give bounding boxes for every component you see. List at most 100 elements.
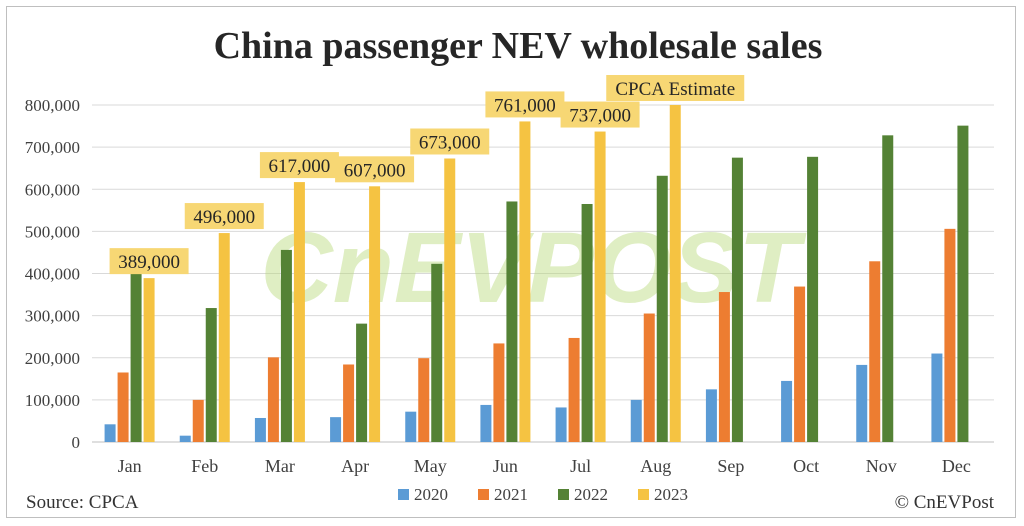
bar-2022-aug: [656, 175, 668, 442]
bar-2023-jul: [594, 131, 606, 442]
bar-2022-dec: [957, 125, 969, 443]
data-label-box: [259, 152, 339, 179]
data-label: 761,000: [494, 95, 556, 116]
data-label-box: [485, 91, 565, 118]
bar-2022-feb: [205, 308, 217, 442]
bar-2023-aug: [669, 105, 681, 442]
bar-2021-dec: [944, 228, 956, 442]
bar-2023-jan: [143, 278, 155, 442]
x-tick-label: May: [414, 456, 447, 476]
legend-label: 2022: [574, 485, 608, 504]
bar-2021-mar: [267, 357, 279, 442]
data-labels: 389,000 496,000 617,000 607,000 673,000 761,0…: [109, 75, 745, 275]
bar-2021-aug: [643, 313, 655, 442]
bar-2020-oct: [781, 380, 793, 442]
bar-2020-jun: [480, 404, 492, 442]
bar-2020-feb: [179, 435, 191, 442]
x-tick-label: Jun: [493, 456, 518, 476]
x-tick-label: Jan: [118, 456, 142, 476]
bar-2021-jan: [117, 372, 129, 442]
data-label-box: [410, 128, 490, 155]
legend-label: 2021: [494, 485, 528, 504]
data-label: 607,000: [344, 160, 406, 181]
legend-swatch: [398, 489, 409, 500]
bar-2020-nov: [856, 364, 868, 442]
bar-2020-apr: [330, 417, 342, 442]
bar-2020-mar: [254, 417, 266, 442]
bar-2020-sep: [705, 389, 717, 442]
data-label: CPCA Estimate: [615, 79, 735, 100]
source-note: Source: CPCA: [26, 492, 139, 513]
bar-2023-mar: [293, 182, 305, 442]
x-tick-label: Aug: [640, 456, 671, 476]
y-tick-label: 100,000: [25, 391, 80, 410]
bar-2022-sep: [731, 157, 743, 442]
chart-title: China passenger NEV wholesale sales: [214, 25, 823, 67]
x-tick-label: Jul: [570, 456, 591, 476]
x-axis: Jan Feb Mar Apr May Jun Jul Aug Sep Oct Nov Dec: [118, 456, 971, 476]
legend: 2020 2021 2022 2023: [398, 485, 688, 504]
bar-2022-jul: [581, 203, 593, 442]
bar-2020-jul: [555, 407, 567, 442]
data-label: 496,000: [193, 207, 255, 228]
bar-2022-nov: [882, 135, 894, 442]
data-label-box: [109, 248, 189, 275]
legend-label: 2020: [414, 485, 448, 504]
y-tick-label: 400,000: [25, 265, 80, 284]
bar-2020-may: [405, 411, 417, 442]
data-label-box: [560, 101, 640, 128]
x-tick-label: Sep: [717, 456, 744, 476]
credit-note: © CnEVPost: [895, 492, 995, 513]
data-label-box: [606, 75, 745, 101]
x-tick-label: Nov: [866, 456, 897, 476]
bar-2021-nov: [869, 261, 881, 442]
y-axis: 0 100,000 200,000 300,000 400,000 500,000 600,…: [25, 96, 80, 452]
data-label: 389,000: [118, 252, 180, 273]
y-tick-label: 0: [72, 433, 81, 452]
x-tick-label: Mar: [265, 456, 295, 476]
bar-2021-sep: [718, 292, 730, 442]
bar-2020-jan: [104, 424, 116, 442]
data-label: 617,000: [269, 156, 331, 177]
legend-swatch: [478, 489, 489, 500]
legend-swatch: [558, 489, 569, 500]
bar-2021-oct: [794, 286, 806, 442]
bar-2022-jan: [130, 270, 142, 442]
legend-label: 2023: [654, 485, 688, 504]
x-tick-label: Oct: [793, 456, 819, 476]
bar-2021-jun: [493, 343, 505, 442]
bar-2022-apr: [356, 323, 368, 442]
x-tick-label: Apr: [341, 456, 369, 476]
y-tick-label: 600,000: [25, 180, 80, 199]
data-label-box: [335, 156, 415, 183]
bar-2022-jun: [506, 201, 518, 442]
bars: [104, 105, 969, 443]
bar-2022-mar: [280, 249, 292, 442]
legend-swatch: [638, 489, 649, 500]
bar-2021-jul: [568, 337, 580, 442]
bar-2023-may: [444, 158, 456, 442]
bar-2021-feb: [192, 399, 204, 442]
bar-2020-aug: [630, 399, 642, 442]
bar-2022-may: [431, 263, 443, 442]
y-tick-label: 500,000: [25, 222, 80, 241]
bar-2023-apr: [369, 186, 381, 442]
x-tick-label: Feb: [191, 456, 218, 476]
y-tick-label: 200,000: [25, 349, 80, 368]
y-tick-label: 700,000: [25, 138, 80, 157]
bar-2023-jun: [519, 121, 531, 443]
y-tick-label: 300,000: [25, 307, 80, 326]
bar-2021-apr: [343, 364, 355, 442]
bar-2021-may: [418, 358, 430, 442]
data-label: 737,000: [569, 106, 631, 127]
watermark-text: CnEVPOST: [261, 212, 808, 324]
data-label: 673,000: [419, 132, 481, 153]
x-tick-label: Dec: [942, 456, 971, 476]
y-tick-label: 800,000: [25, 96, 80, 115]
bar-2022-oct: [807, 156, 819, 442]
bar-2023-feb: [218, 233, 230, 442]
bar-2020-dec: [931, 353, 943, 442]
watermark: CnEVPOST: [261, 212, 808, 324]
data-label-box: [184, 203, 264, 230]
